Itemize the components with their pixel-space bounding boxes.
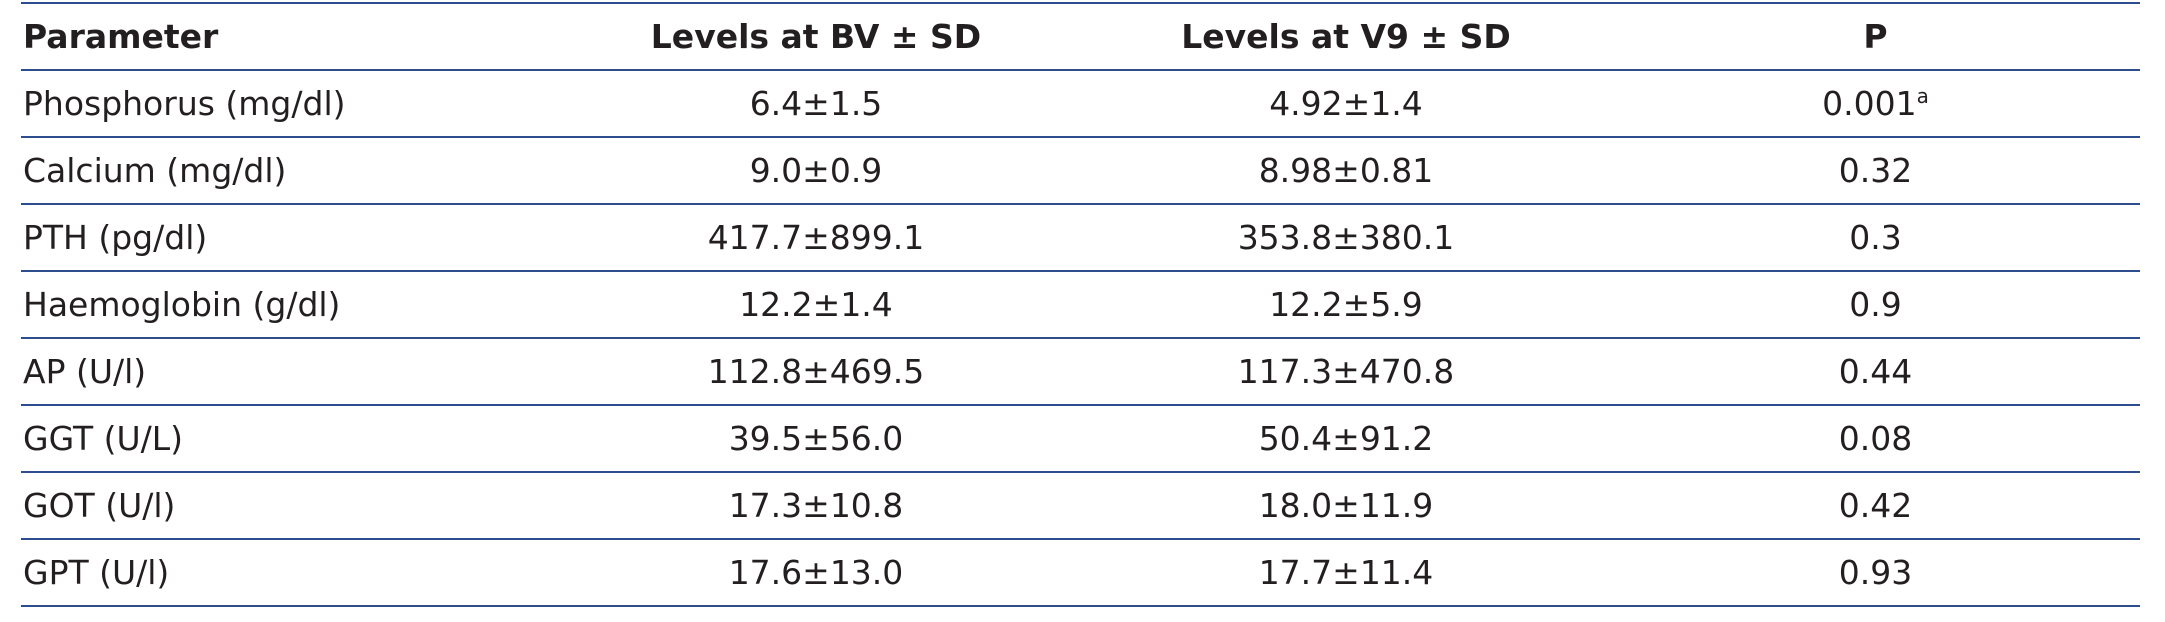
cell-text: AP (U/l) [23, 352, 147, 391]
cell-text: 112.8±469.5 [707, 352, 925, 391]
table-cell: 117.3±470.8 [1081, 338, 1611, 406]
cell-text: Phosphorus (mg/dl) [23, 84, 346, 123]
table-cell: 0.32 [1611, 137, 2140, 205]
table-cell: 50.4±91.2 [1081, 405, 1611, 473]
cell-text: 0.001 [1822, 84, 1917, 123]
table-cell: 0.08 [1611, 405, 2140, 473]
table-cell: 353.8±380.1 [1081, 204, 1611, 272]
header-cell: Levels at V9 ± SD [1081, 3, 1611, 71]
cell-text: 12.2±5.9 [1269, 285, 1423, 324]
cell-text: 0.93 [1838, 553, 1913, 592]
cell-text: 17.7±11.4 [1258, 553, 1434, 592]
footnote-mark: a [1916, 84, 1929, 108]
cell-text: 17.3±10.8 [728, 486, 904, 525]
cell-text: GGT (U/L) [23, 419, 184, 458]
table-body: Phosphorus (mg/dl) 6.4±1.5 4.92±1.4 0.001a C… [21, 70, 2140, 607]
header-row: Parameter Levels at BV ± SD Levels at V9 ±… [21, 3, 2140, 71]
cell-text: 12.2±1.4 [739, 285, 893, 324]
cell-text: 50.4±91.2 [1258, 419, 1434, 458]
table-cell: 17.3±10.8 [551, 472, 1081, 540]
table-cell: 12.2±1.4 [551, 271, 1081, 339]
cell-text: 0.32 [1838, 151, 1913, 190]
cell-text: 9.0±0.9 [749, 151, 883, 190]
table-cell: 112.8±469.5 [551, 338, 1081, 406]
cell-text: 0.3 [1849, 218, 1902, 257]
cell-text: 4.92±1.4 [1269, 84, 1423, 123]
table-row: Calcium (mg/dl) 9.0±0.9 8.98±0.81 0.32 [21, 137, 2140, 205]
table-cell: 0.42 [1611, 472, 2140, 540]
cell-text: GOT (U/l) [23, 486, 176, 525]
table-cell: GPT (U/l) [21, 539, 551, 607]
cell-text: 417.7±899.1 [707, 218, 925, 257]
cell-text: 39.5±56.0 [728, 419, 904, 458]
table-row: Haemoglobin (g/dl) 12.2±1.4 12.2±5.9 0.9 [21, 271, 2140, 339]
table-cell: Phosphorus (mg/dl) [21, 70, 551, 138]
header-cell: P [1611, 3, 2140, 71]
table-cell: 18.0±11.9 [1081, 472, 1611, 540]
cell-text: 18.0±11.9 [1258, 486, 1434, 525]
table-row: PTH (pg/dl) 417.7±899.1 353.8±380.1 0.3 [21, 204, 2140, 272]
table-cell: PTH (pg/dl) [21, 204, 551, 272]
table-cell: 6.4±1.5 [551, 70, 1081, 138]
table-cell: 0.44 [1611, 338, 2140, 406]
table-cell: 4.92±1.4 [1081, 70, 1611, 138]
table-row: GGT (U/L) 39.5±56.0 50.4±91.2 0.08 [21, 405, 2140, 473]
table-cell: 9.0±0.9 [551, 137, 1081, 205]
table-row: GOT (U/l) 17.3±10.8 18.0±11.9 0.42 [21, 472, 2140, 540]
cell-text: 0.42 [1838, 486, 1913, 525]
table-cell: GGT (U/L) [21, 405, 551, 473]
cell-text: 0.44 [1838, 352, 1913, 391]
cell-text: 0.9 [1849, 285, 1902, 324]
cell-text: Calcium (mg/dl) [23, 151, 287, 190]
table-row: AP (U/l) 112.8±469.5 117.3±470.8 0.44 [21, 338, 2140, 406]
table-row: GPT (U/l) 17.6±13.0 17.7±11.4 0.93 [21, 539, 2140, 607]
cell-text: 353.8±380.1 [1237, 218, 1455, 257]
table-cell: 0.001a [1611, 70, 2140, 138]
header-cell: Parameter [21, 3, 551, 71]
table-row: Phosphorus (mg/dl) 6.4±1.5 4.92±1.4 0.001a [21, 70, 2140, 138]
table-cell: 39.5±56.0 [551, 405, 1081, 473]
header-cell: Levels at BV ± SD [551, 3, 1081, 71]
table-cell: 12.2±5.9 [1081, 271, 1611, 339]
table-cell: 17.6±13.0 [551, 539, 1081, 607]
table-cell: 8.98±0.81 [1081, 137, 1611, 205]
table-cell: Calcium (mg/dl) [21, 137, 551, 205]
cell-text: 17.6±13.0 [728, 553, 904, 592]
cell-text: 6.4±1.5 [749, 84, 883, 123]
cell-text: 117.3±470.8 [1237, 352, 1455, 391]
cell-text: PTH (pg/dl) [23, 218, 208, 257]
table-cell: Haemoglobin (g/dl) [21, 271, 551, 339]
cell-text: Haemoglobin (g/dl) [23, 285, 341, 324]
table-cell: 17.7±11.4 [1081, 539, 1611, 607]
results-table: Parameter Levels at BV ± SD Levels at V9 ±… [21, 2, 2140, 607]
table-cell: 0.93 [1611, 539, 2140, 607]
table-cell: 0.3 [1611, 204, 2140, 272]
cell-text: 8.98±0.81 [1258, 151, 1434, 190]
table-cell: 417.7±899.1 [551, 204, 1081, 272]
table-cell: AP (U/l) [21, 338, 551, 406]
table-cell: 0.9 [1611, 271, 2140, 339]
cell-text: GPT (U/l) [23, 553, 170, 592]
cell-text: 0.08 [1838, 419, 1913, 458]
table-cell: GOT (U/l) [21, 472, 551, 540]
